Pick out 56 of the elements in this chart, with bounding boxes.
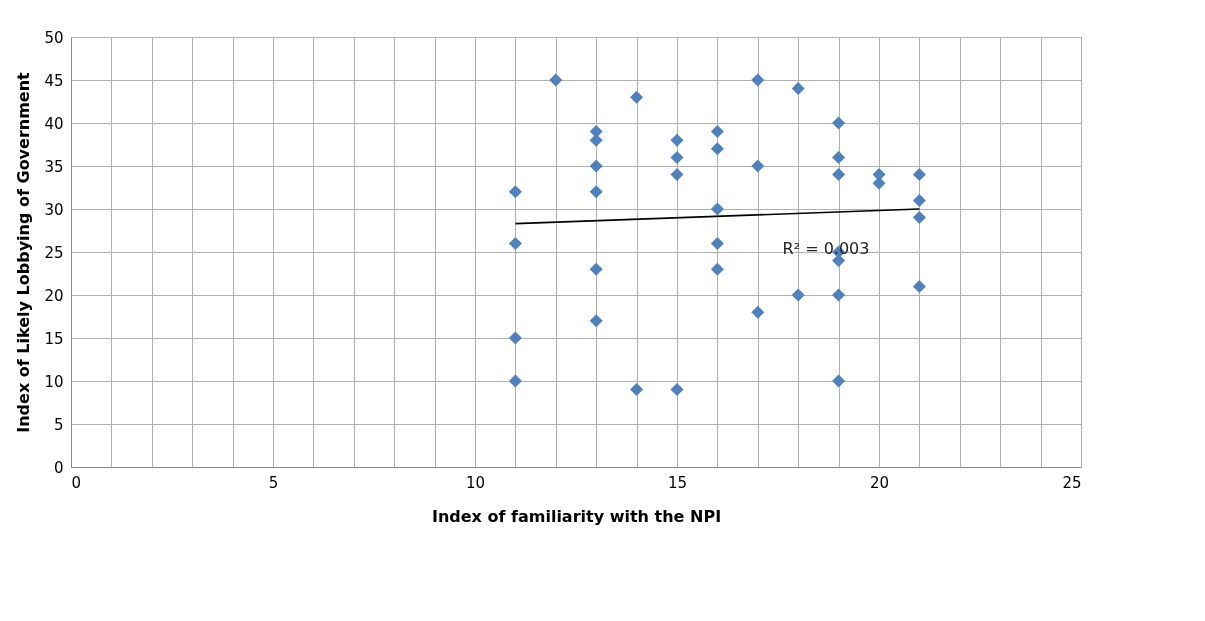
point: [751, 305, 765, 319]
y-tick-label: 0: [53, 458, 64, 477]
point: [710, 142, 724, 156]
point: [832, 116, 846, 130]
x-tick-label: 5: [268, 473, 279, 492]
point: [751, 159, 765, 173]
point: [670, 133, 684, 147]
point: [912, 211, 926, 225]
point: [751, 73, 765, 87]
point: [710, 202, 724, 216]
point: [549, 73, 563, 87]
point: [630, 383, 644, 397]
y-tick-label: 25: [44, 243, 64, 262]
point: [589, 185, 603, 199]
point: [670, 150, 684, 164]
point: [508, 374, 522, 388]
point: [710, 236, 724, 250]
point: [912, 279, 926, 293]
point: [832, 288, 846, 302]
x-tick-label: 25: [1062, 473, 1082, 492]
point: [832, 150, 846, 164]
point: [710, 262, 724, 276]
point: [791, 82, 805, 96]
annotation: R² = 0.003: [782, 239, 870, 258]
y-tick-label: 30: [44, 200, 64, 219]
point: [670, 168, 684, 182]
point: [589, 314, 603, 328]
point: [508, 236, 522, 250]
point: [589, 159, 603, 173]
y-tick-label: 20: [44, 286, 64, 305]
y-tick-label: 35: [44, 157, 64, 176]
y-tick-label: 50: [44, 28, 64, 47]
y-tick-label: 10: [44, 372, 64, 391]
point: [508, 185, 522, 199]
x-tick-label: 0: [71, 473, 82, 492]
point: [710, 125, 724, 139]
y-tick-label: 5: [53, 415, 64, 434]
y-tick-label: 45: [44, 71, 64, 90]
point: [589, 262, 603, 276]
point: [589, 133, 603, 147]
point: [508, 331, 522, 345]
x-axis-title: Index of familiarity with the NPI: [431, 506, 722, 526]
x-tick-label: 10: [465, 473, 486, 492]
point: [791, 288, 805, 302]
point: [630, 90, 644, 104]
x-tick-label: 20: [869, 473, 890, 492]
point: [832, 254, 846, 268]
point: [832, 374, 846, 388]
point: [912, 168, 926, 182]
y-tick-label: 15: [44, 329, 64, 348]
y-axis-title: Index of Likely Lobbying of Government: [14, 71, 34, 433]
point: [670, 383, 684, 397]
y-tick-label: 40: [44, 114, 64, 133]
x-tick-label: 15: [667, 473, 688, 492]
point: [832, 168, 846, 182]
point: [912, 193, 926, 207]
